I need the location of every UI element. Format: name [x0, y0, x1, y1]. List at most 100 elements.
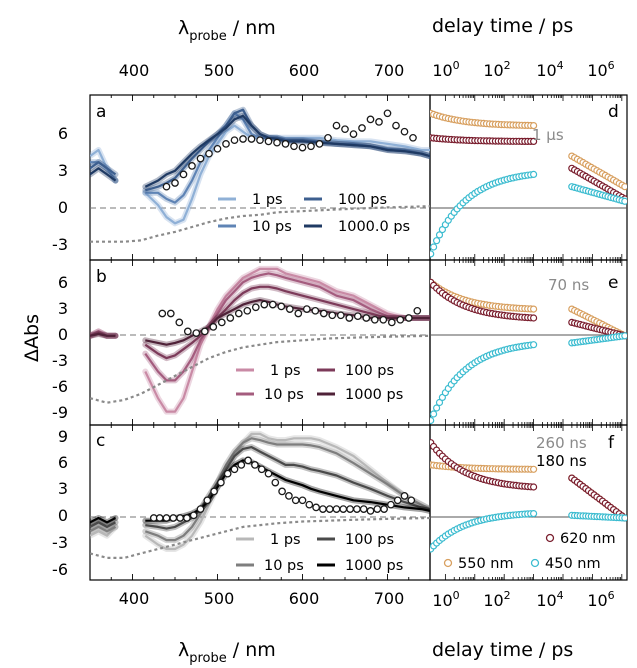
panel-letter-b: b — [96, 267, 107, 287]
panel-a-data-point — [290, 142, 298, 151]
panel-f-kinetic-point-620nm — [529, 483, 538, 491]
top-axis-title-unit: / nm — [227, 17, 276, 39]
panel-f-kinetic-point-450nm — [621, 514, 627, 522]
bottom-axis-title-main: λ — [178, 639, 189, 661]
panel-b-series-band-100ps — [142, 283, 430, 362]
panel-b-data-point — [268, 300, 277, 309]
y-tick-labels-a: 6 3 0 -3 — [52, 124, 68, 254]
panel-d-kinetic-point-450nm — [529, 170, 538, 178]
legend-c: 1 ps 100 ps 10 ps 1000 ps — [236, 532, 403, 574]
panel-a-series-band-10000ps — [142, 112, 430, 190]
delay-axis-title-bottom: delay time / ps — [432, 639, 573, 661]
ytick-b-m9: -9 — [52, 403, 68, 422]
panel-b-data-point — [302, 305, 311, 313]
panel-c-data-point — [278, 487, 286, 496]
legend-a: 1 ps 100 ps 10 ps 1000.0 ps — [218, 192, 410, 235]
delay-axis-title-top: delay time / ps — [432, 15, 573, 37]
panel-c-series-100ps — [90, 521, 117, 528]
panel-c-data-point — [251, 461, 259, 469]
panel-a-data-point — [273, 138, 281, 147]
panel-a-data-point — [264, 137, 273, 146]
panel-c-data-point — [325, 505, 334, 513]
legend-a-label-10ps: 10 ps — [252, 219, 292, 235]
panel-c-series-band-1000ps — [142, 457, 430, 524]
panel-c-series-1000ps — [90, 516, 117, 524]
panel-f-kinetic-point-550nm — [529, 465, 538, 473]
panel-e-kinetic-point-450nm — [433, 404, 441, 412]
panel-letter-c: c — [96, 431, 105, 451]
ytick-c-m6: -6 — [52, 560, 68, 579]
bottom-axis-title-unit: / nm — [227, 639, 276, 661]
panel-f-plot — [430, 425, 627, 580]
ytick-c-6: 6 — [58, 453, 68, 472]
bottom-log-tick-2: 102 — [483, 589, 510, 610]
panel-a-data-point — [341, 125, 349, 134]
legend-b-label-1ps: 1 ps — [270, 363, 301, 379]
panel-d-kinetic-point-550nm — [621, 183, 627, 191]
panel-c-data-point — [298, 496, 307, 505]
ytick-b-m3: -3 — [52, 351, 68, 370]
top-log-tick-4: 104 — [536, 59, 563, 80]
panel-b-data-point — [251, 303, 260, 312]
panel-f-kinetic-point-450nm — [529, 509, 538, 518]
panel-e-kinetic-point-450nm — [430, 410, 438, 418]
panel-b-data-point — [243, 306, 252, 315]
y-tick-labels-b: 6 3 0 -3 -6 -9 — [52, 273, 68, 422]
legend-f-marker-550 — [443, 558, 453, 568]
panel-c-data-point — [183, 514, 191, 522]
panel-c-data-point — [196, 505, 205, 513]
panel-b-data-point — [396, 315, 405, 324]
panel-a-plot — [90, 95, 430, 260]
panel-a-data-point — [179, 170, 188, 179]
panel-c-data-point — [387, 500, 395, 509]
panel-a-data-point — [162, 182, 171, 191]
panel-d-kinetic-point-450nm — [621, 197, 627, 205]
panel-b-series-1ps — [144, 267, 430, 413]
panel-a-data-point — [281, 140, 290, 148]
bottom-tick-500: 500 — [204, 589, 235, 608]
panel-a-data-point — [188, 162, 196, 170]
legend-f-marker-450 — [530, 558, 540, 568]
panel-d-kinetic-point-450nm — [430, 243, 438, 251]
panel-a-data-point — [332, 121, 341, 130]
legend-c-label-10ps: 10 ps — [264, 558, 304, 574]
panel-c-data-point — [407, 496, 416, 505]
panel-a-data-point — [409, 133, 417, 142]
legend-f-label-620: 620 nm — [560, 531, 616, 547]
ytick-b-3: 3 — [58, 299, 68, 318]
legend-f-label-550: 550 nm — [458, 556, 514, 572]
panel-c-data-point — [339, 505, 348, 513]
panel-a-series-10000ps — [90, 167, 117, 182]
panel-e-kinetic-point-450nm — [621, 332, 627, 340]
panel-b-data-point — [404, 314, 413, 322]
ytick-c-3: 3 — [58, 479, 68, 498]
ytick-b-m6: -6 — [52, 377, 68, 396]
panel-b-series-reference — [90, 334, 430, 404]
panel-c-data-point — [373, 505, 382, 513]
panel-c-series-reference — [90, 516, 430, 559]
panel-a-data-point — [366, 115, 375, 124]
legend-a-label-1000ps: 1000.0 ps — [338, 219, 410, 235]
panel-c-data-point — [169, 514, 178, 522]
panel-a-data-point — [307, 142, 315, 151]
top-tick-600: 600 — [289, 61, 320, 80]
bottom-log-tick-4: 104 — [536, 589, 563, 610]
top-tick-400: 400 — [119, 61, 150, 80]
top-tick-700: 700 — [374, 61, 405, 80]
panel-a-data-point — [171, 179, 179, 187]
panel-c-series-1ps — [144, 432, 430, 551]
panel-b-data-point — [234, 309, 243, 318]
panel-a-data-point — [392, 121, 400, 130]
panel-c-data-point — [244, 456, 252, 465]
top-x-tick-labels: 400 500 600 700 — [119, 61, 405, 80]
panel-b-data-point — [413, 306, 422, 315]
panel-b-series-100ps — [144, 285, 430, 360]
panel-c-data-point — [223, 469, 232, 478]
panel-a-series-10000ps — [144, 114, 430, 188]
panel-a-series-reference — [90, 205, 430, 243]
panel-c-data-point — [332, 505, 341, 513]
panel-c-series-1ps — [90, 526, 117, 537]
panel-b-data-point — [353, 312, 362, 321]
panel-c-series-1000ps — [145, 459, 430, 522]
